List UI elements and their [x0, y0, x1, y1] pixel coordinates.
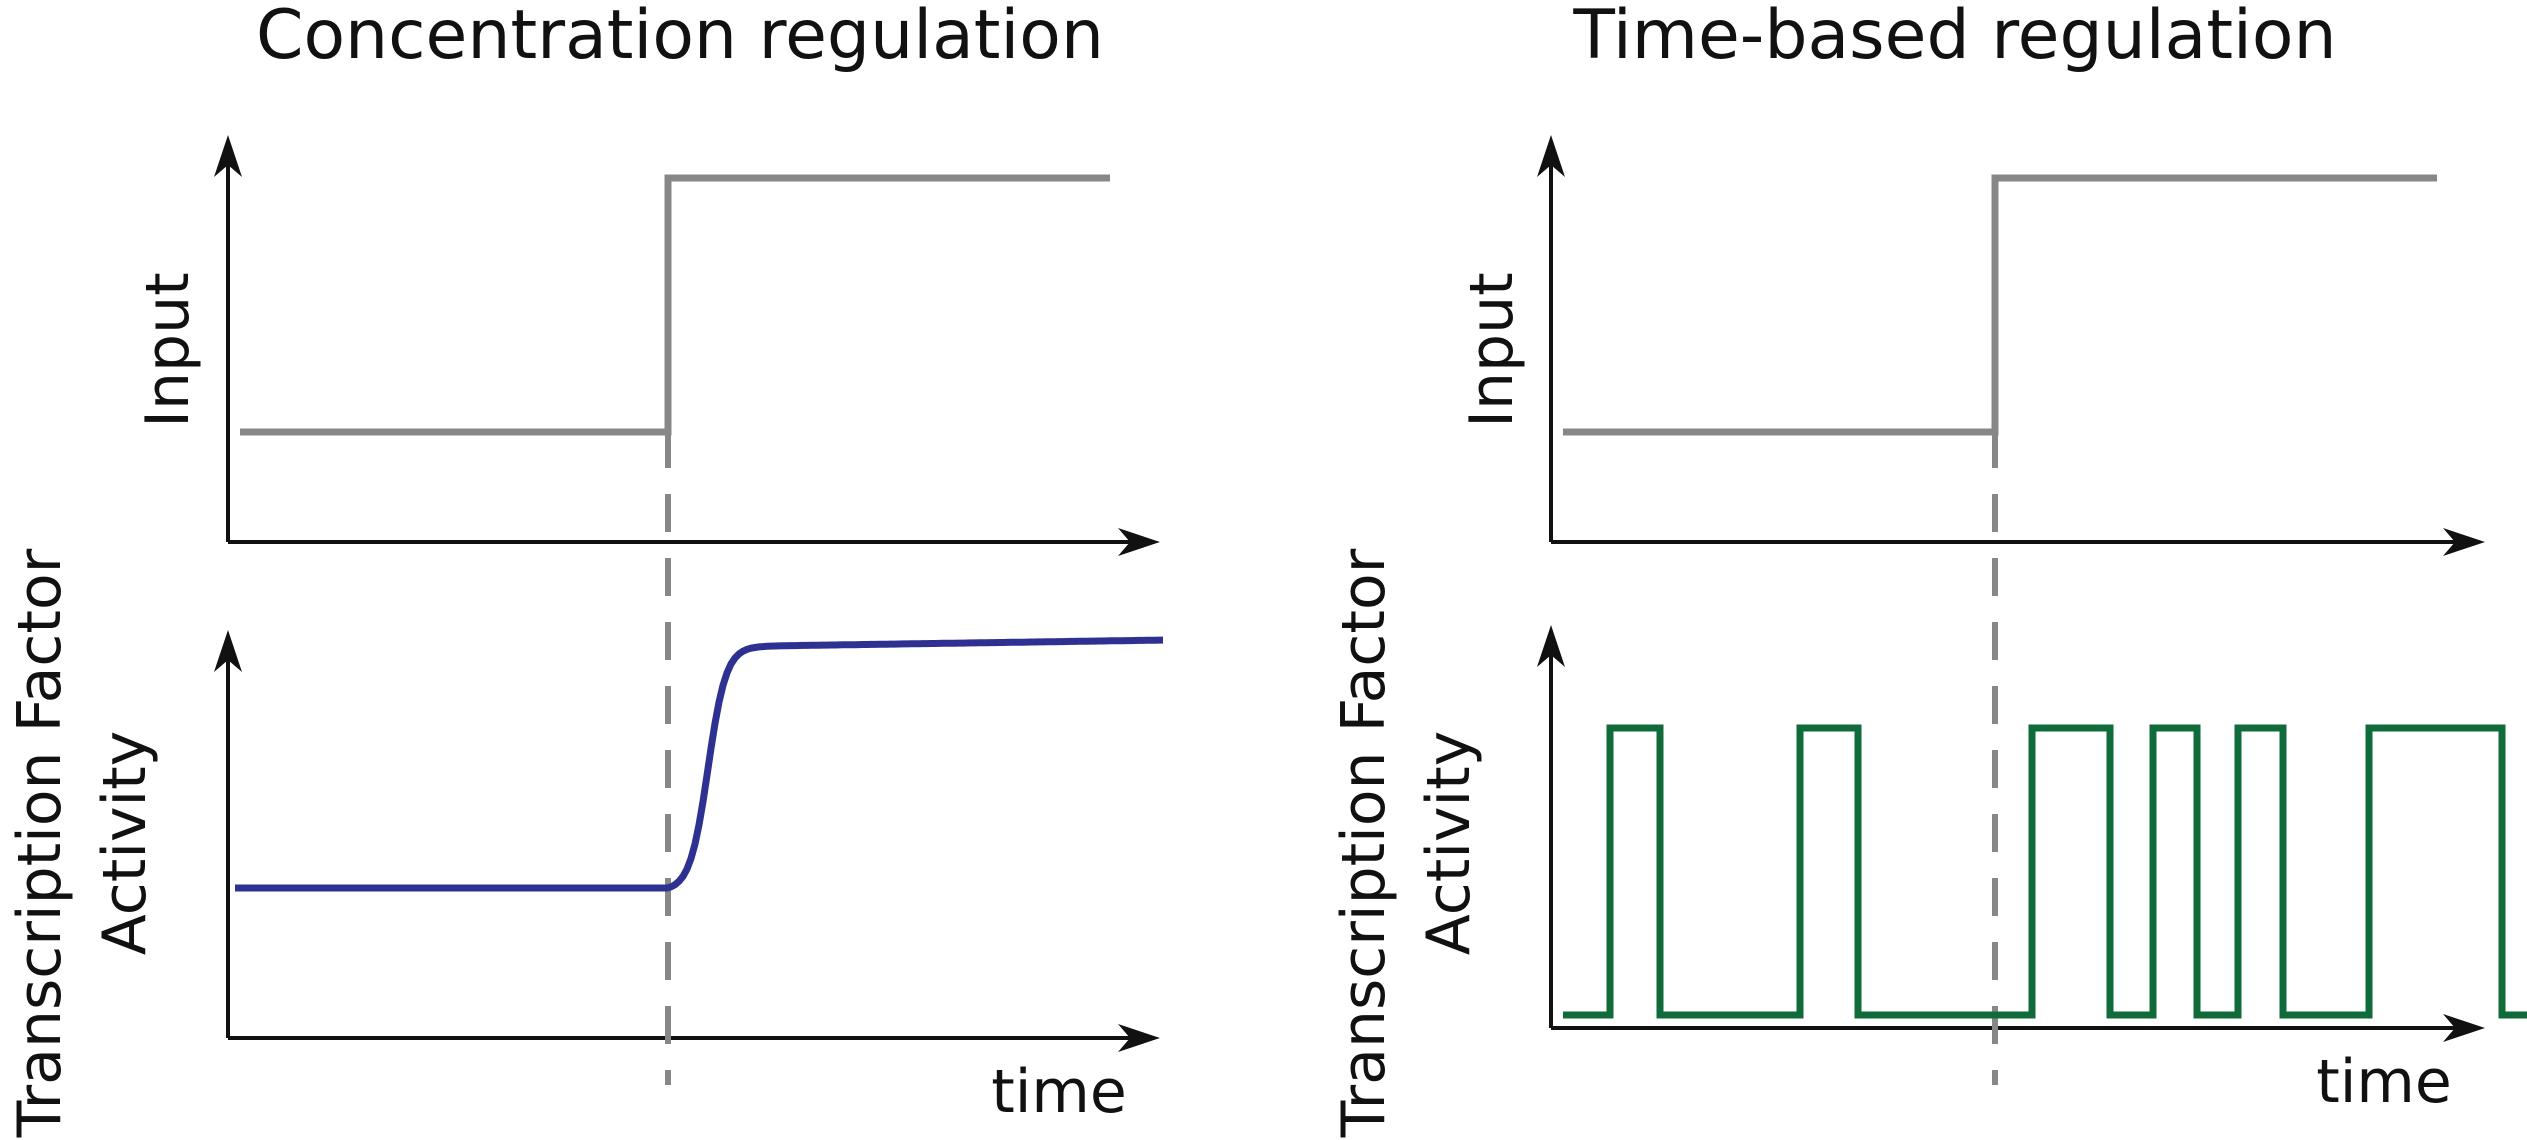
transcription-activity-pulses: [1563, 724, 2527, 1019]
y-axis-arrowhead: [1537, 135, 1565, 177]
panel-title: Concentration regulation: [256, 0, 1104, 75]
time-based-regulation-panel: Time-based regulation Input Transcriptio…: [1329, 0, 2527, 1138]
y-axis-arrowhead: [214, 630, 242, 672]
x-axis-arrowhead: [2443, 1014, 2485, 1042]
time-axis-label: time: [991, 1057, 1127, 1127]
input-step-trace: [1563, 174, 2437, 436]
time-axis-label: time: [2316, 1047, 2452, 1117]
input-axis-label: Input: [1457, 272, 1527, 427]
axes-group: [1537, 135, 2485, 1042]
output-axis-label-line2: Activity: [1414, 731, 1484, 955]
output-axis-label-line1: Transcription Factor: [1329, 548, 1399, 1138]
x-axis-arrowhead: [1118, 528, 1160, 556]
x-axis-arrowhead: [1118, 1024, 1160, 1052]
output-axis-label-line1: Transcription Factor: [5, 548, 75, 1138]
panel-title: Time-based regulation: [1572, 0, 2336, 75]
concentration-regulation-panel: Concentration regulation Input Transcrip…: [5, 0, 1163, 1138]
x-axis-arrowhead: [2443, 528, 2485, 556]
input-step-trace: [240, 174, 1110, 436]
axes-group: [214, 135, 1160, 1052]
y-axis-arrowhead: [1537, 625, 1565, 667]
input-axis-label: Input: [133, 272, 203, 427]
output-axis-label-line2: Activity: [90, 731, 160, 955]
y-axis-arrowhead: [214, 135, 242, 177]
transcription-activity-curve: [235, 636, 1163, 892]
